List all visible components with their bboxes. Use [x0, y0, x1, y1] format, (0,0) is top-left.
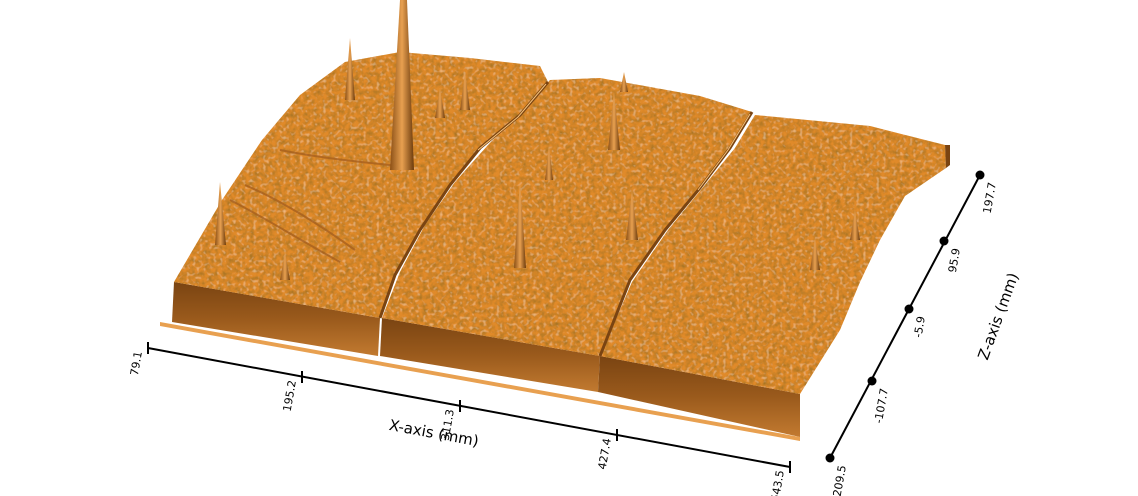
surface-ridges — [229, 149, 401, 263]
surface-top — [174, 52, 946, 394]
spike — [850, 210, 860, 240]
surface-base-plate — [160, 322, 800, 441]
x-axis-title: X-axis (mm) — [388, 416, 480, 450]
x-axis-tick-label: 427.4 — [596, 437, 614, 470]
z-axis-tick-label: 95.9 — [946, 247, 963, 273]
surface-spikes — [215, 0, 860, 280]
x-axis-tick-label: 79.1 — [128, 350, 145, 376]
spike — [435, 88, 445, 118]
spike — [215, 182, 226, 245]
surface-panel-left — [174, 52, 548, 318]
spike — [620, 72, 628, 92]
z-axis-title: Z-axis (mm) — [974, 270, 1022, 362]
surface-grooves — [378, 81, 754, 357]
z-axis-tick-label: -209.5 — [830, 464, 849, 496]
surface-panel-middle — [382, 78, 752, 356]
spike — [626, 190, 638, 240]
x-axis-tick-label: 311.3 — [439, 408, 457, 441]
spike — [608, 92, 620, 150]
x-axis-tick-label: 543.5 — [769, 469, 787, 496]
spike — [280, 252, 290, 280]
z-axis-tick-label: -107.7 — [872, 387, 891, 424]
spike — [514, 180, 526, 268]
surface-end-cap — [945, 145, 950, 168]
spike — [460, 72, 470, 110]
surface-panel-right — [600, 115, 946, 394]
x-axis-tick-label: 195.2 — [281, 379, 299, 412]
z-axis-tick-marker — [825, 453, 835, 463]
z-axis-tick-label: 197.7 — [981, 181, 999, 214]
z-axis-tick-marker — [975, 170, 985, 180]
z-axis-tick-label: -5.9 — [911, 315, 928, 338]
spike — [345, 38, 355, 100]
spike — [545, 145, 553, 180]
z-axis-tick-marker — [939, 236, 949, 246]
spike — [810, 238, 820, 270]
z-axis-tick-marker — [904, 304, 914, 314]
spike-main — [390, 0, 414, 170]
surface-front-wall — [172, 282, 800, 437]
z-axis-tick-marker — [867, 376, 877, 386]
